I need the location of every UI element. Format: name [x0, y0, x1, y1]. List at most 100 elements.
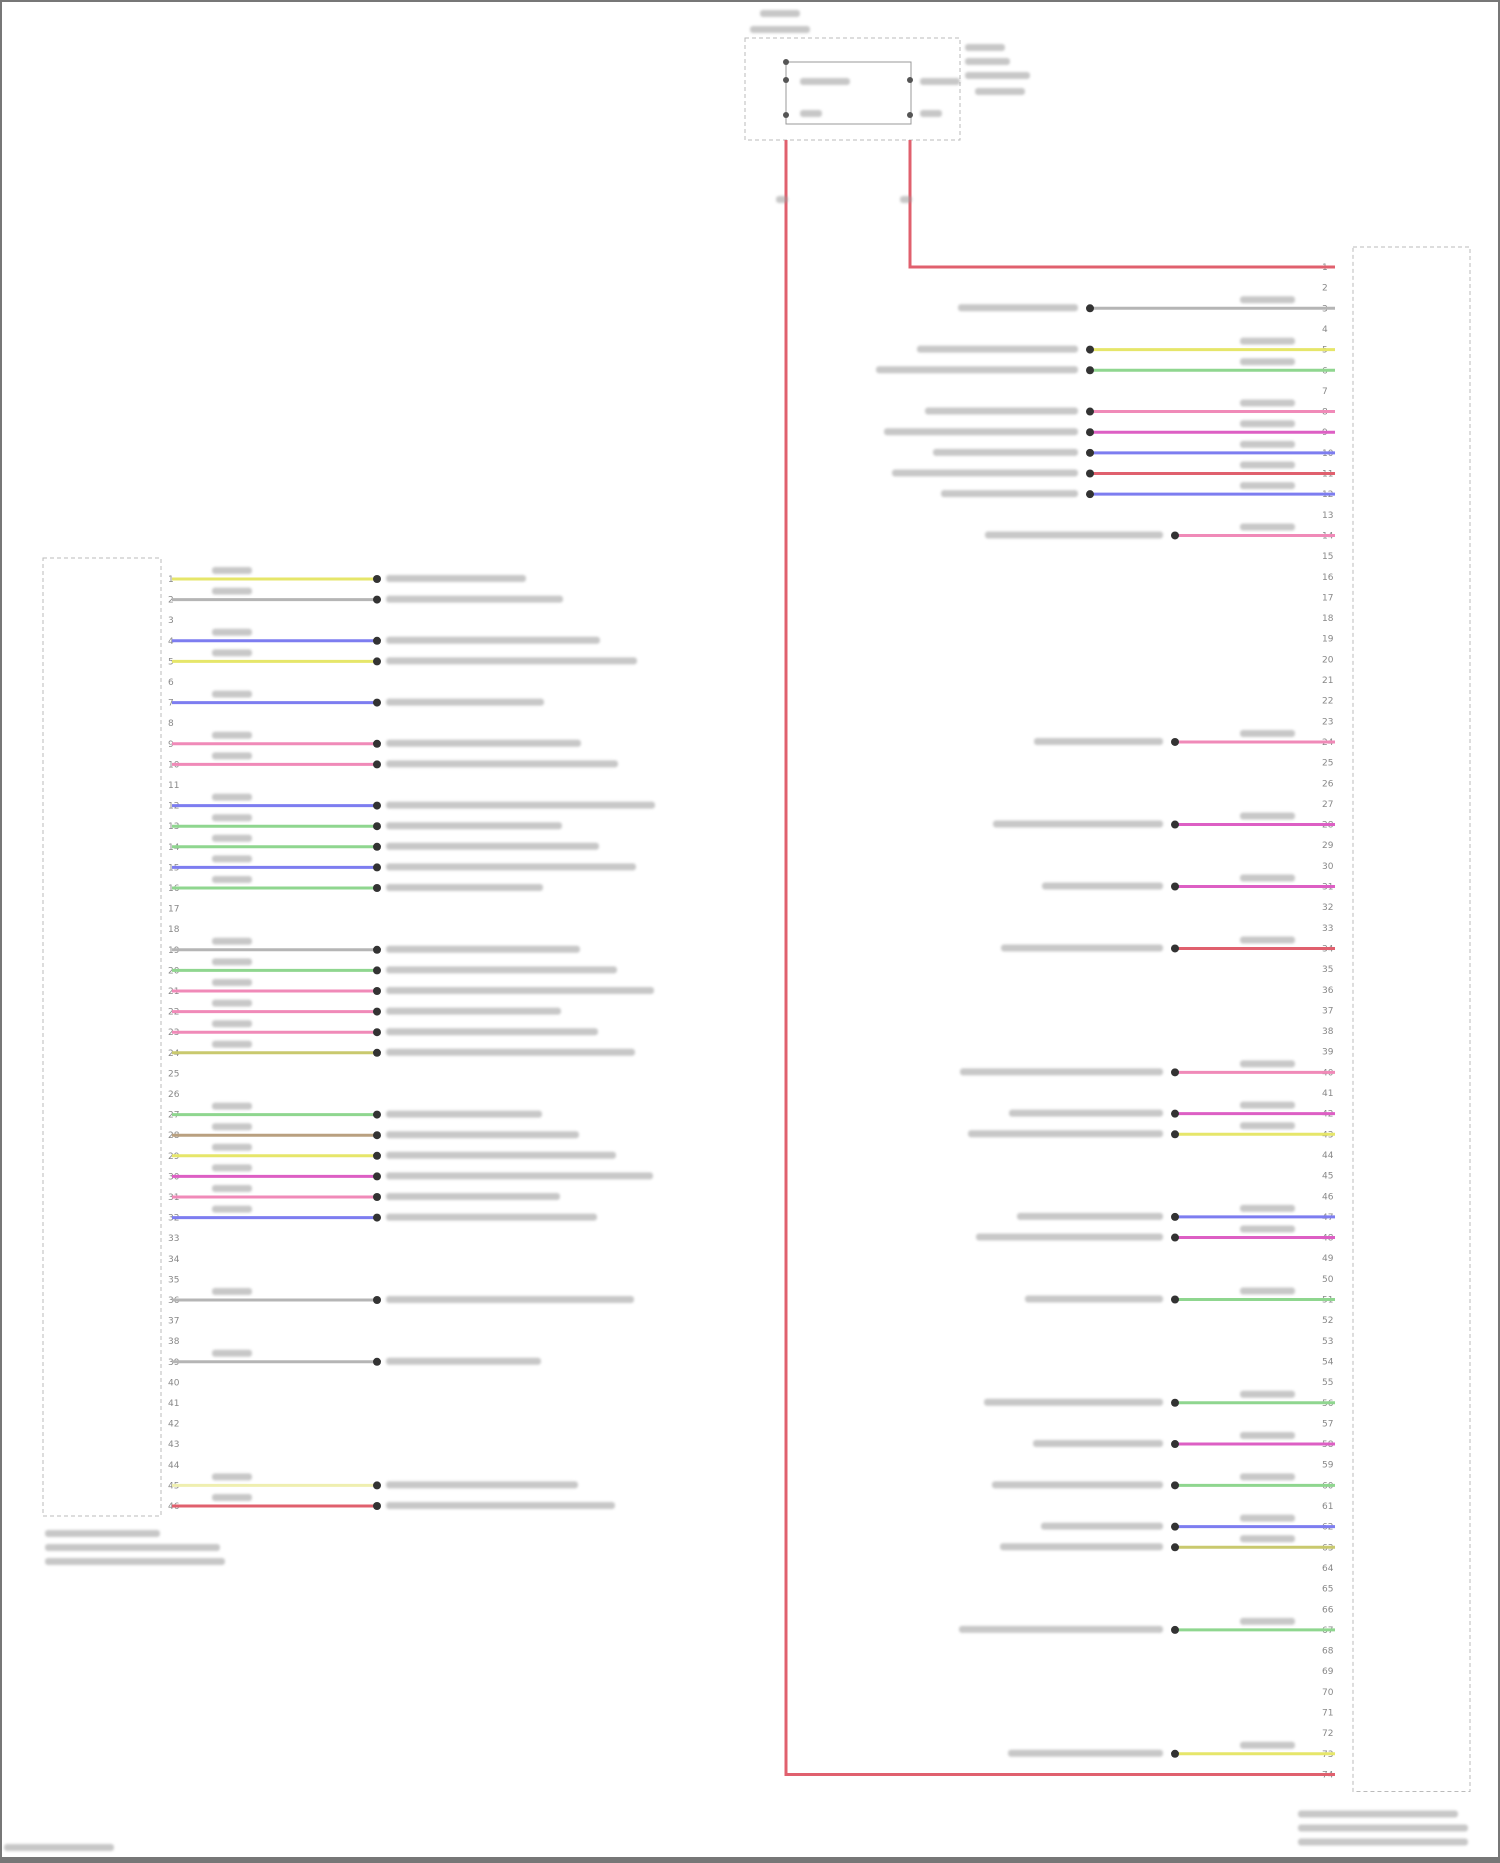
splice-dot [373, 739, 381, 748]
circuit-label [1025, 1295, 1163, 1303]
circuit-label [984, 1398, 1163, 1406]
circuit-label [1042, 882, 1163, 890]
pin-number: 25 [168, 1069, 179, 1079]
splice-dot [1171, 1295, 1179, 1304]
pin-number: 57 [1322, 1419, 1333, 1429]
circuit-label [386, 842, 599, 850]
pin-number: 38 [1322, 1027, 1334, 1037]
left-connector-name [45, 1530, 160, 1537]
circuit-label [386, 636, 600, 644]
pin-number: 71 [1322, 1709, 1333, 1719]
pin-number: 21 [1322, 676, 1333, 686]
splice-dot [1171, 1749, 1179, 1758]
terminal-label [920, 110, 942, 117]
splice-dot [1171, 1109, 1179, 1118]
splice-dot [373, 1172, 381, 1181]
splice-dot [1171, 1212, 1179, 1221]
circuit-label [959, 1625, 1163, 1633]
splice-dot [373, 1481, 381, 1490]
side-label [965, 72, 1030, 79]
circuit-label [876, 366, 1078, 374]
wire-color-label [212, 1164, 252, 1172]
pin-number: 66 [1322, 1605, 1334, 1615]
wire-color-label [212, 1185, 252, 1192]
pin-number: 50 [1322, 1275, 1334, 1285]
splice-dot [1171, 1543, 1179, 1552]
circuit-label [386, 1357, 541, 1365]
power-feed-wire [784, 140, 1335, 1776]
pin-number: 2 [1322, 284, 1328, 294]
wire-color-label [212, 1205, 252, 1213]
splice-dot [373, 575, 381, 583]
splice-dot [1086, 448, 1094, 457]
circuit-label [386, 1151, 616, 1159]
circuit-label [958, 304, 1078, 312]
terminal-dot [783, 112, 789, 118]
footer-label [4, 1844, 114, 1851]
pin-number: 37 [168, 1317, 179, 1327]
wire-color-label [1240, 1741, 1295, 1749]
pin-number: 7 [168, 699, 174, 709]
circuit-label [386, 801, 655, 809]
pin-number: 6 [168, 678, 174, 688]
pin-number: 30 [1322, 862, 1334, 872]
pin-number: 13 [1322, 511, 1333, 521]
pin-number: 34 [168, 1255, 180, 1265]
wire-color-label [212, 1020, 252, 1028]
pin-number: 33 [1322, 924, 1333, 934]
terminal-label [800, 78, 850, 85]
pin-number: 23 [1322, 717, 1333, 727]
circuit-label [386, 739, 581, 747]
circuit-label [386, 966, 617, 974]
circuit-label [1041, 1522, 1163, 1530]
circuit-label [1001, 944, 1163, 952]
pin-number: 2 [168, 596, 174, 606]
wire-color-label [212, 814, 252, 822]
splice-dot [373, 760, 381, 769]
wire-color-label [1240, 358, 1295, 366]
circuit-label [386, 863, 636, 871]
wire-color-label [1240, 1060, 1295, 1068]
wire-color-label [1240, 1225, 1295, 1233]
pin-number: 35 [168, 1275, 179, 1285]
wire-color-label [1240, 1535, 1295, 1543]
pin-number: 59 [1322, 1461, 1334, 1471]
left-connector-name [45, 1558, 225, 1565]
pin-number: 18 [1322, 614, 1334, 624]
pin-number: 49 [1322, 1254, 1334, 1264]
circuit-label [386, 1131, 579, 1139]
splice-dot [1086, 304, 1094, 313]
feed-wire-label [900, 196, 912, 203]
pin-number: 64 [1322, 1564, 1334, 1574]
pin-number: 17 [1322, 593, 1333, 603]
pin-number: 4 [168, 637, 174, 647]
pin-number: 69 [1322, 1667, 1334, 1677]
wire-color-label [1240, 1204, 1295, 1212]
pin-number: 42 [168, 1420, 179, 1430]
wire-color-label [1240, 874, 1295, 882]
wire-color-label [212, 1473, 252, 1481]
splice-dot [1171, 944, 1179, 953]
circuit-label [1009, 1109, 1163, 1117]
wire-color-label [212, 958, 252, 966]
right-connector-name [1298, 1838, 1468, 1846]
pin-number: 3 [168, 616, 174, 626]
circuit-label [386, 884, 543, 891]
circuit-label [386, 1028, 598, 1036]
splice-dot [1171, 882, 1179, 891]
terminal-dot [783, 77, 789, 83]
circuit-label [386, 1172, 653, 1180]
wire-color-label [212, 834, 252, 842]
wire-color-label [212, 1349, 252, 1357]
pin-number: 29 [1322, 841, 1334, 851]
splice-dot [373, 842, 381, 851]
pin-number: 26 [1322, 779, 1334, 789]
pin-number: 8 [168, 719, 174, 729]
splice-dot [1171, 1398, 1179, 1407]
pin-number: 39 [1322, 1048, 1334, 1058]
wire-color-label [1240, 296, 1295, 304]
wire-color-label [212, 567, 252, 574]
right-connector-box [1352, 246, 1471, 1792]
circuit-label [386, 1007, 561, 1015]
wire-color-label [212, 690, 252, 698]
